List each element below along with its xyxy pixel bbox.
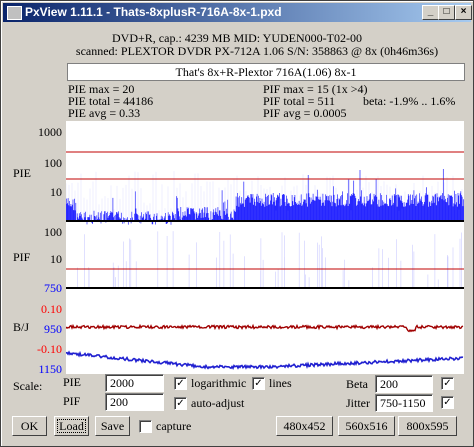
pif-avg: PIF avg = 0.0005	[263, 106, 347, 120]
beta-input[interactable]: 200	[375, 375, 433, 393]
minimize-button[interactable]: _	[422, 5, 439, 20]
size-480-button[interactable]: 480x452	[276, 416, 333, 436]
checkbox[interactable]: ✓	[441, 396, 454, 409]
checkbox[interactable]: ✓	[252, 377, 265, 390]
checkbox[interactable]: ✓	[174, 397, 187, 410]
size-800-button[interactable]: 800x595	[398, 416, 457, 436]
checkbox-label: capture	[156, 419, 192, 433]
pif-scale-input[interactable]: 200	[105, 393, 164, 411]
save-button[interactable]: Save	[95, 416, 130, 436]
jitter-label: Jitter	[346, 396, 370, 410]
checkbox[interactable]: ✓	[441, 377, 454, 390]
plot-background	[66, 121, 464, 374]
checkbox-label: lines	[269, 376, 292, 390]
checkbox[interactable]: ✓	[174, 377, 187, 390]
pie-scale-label: PIE	[63, 375, 81, 389]
checkbox[interactable]	[139, 420, 152, 433]
pif-max: PIF max = 15 (1x >4)	[263, 82, 368, 96]
checkbox-label: logarithmic	[191, 376, 247, 390]
y-tick-label: 100	[44, 225, 62, 239]
y-tick-label: 750	[44, 281, 62, 295]
drive-info: scanned: PLEXTOR DVDR PX-712A 1.06 S/N: …	[75, 44, 439, 58]
pie-faint-trace	[66, 171, 463, 221]
ok-button[interactable]: OK	[12, 416, 47, 436]
pif-trace	[77, 231, 462, 288]
close-button[interactable]: ×	[455, 5, 472, 20]
plot-area	[66, 121, 464, 374]
pie-trace	[66, 169, 464, 225]
jitter-trace	[66, 350, 464, 370]
app-icon	[7, 6, 22, 20]
y-tick-label: -0.10	[37, 342, 62, 356]
scale-label: Scale:	[13, 379, 43, 393]
bj-axis-label: B/J	[13, 320, 30, 334]
checkbox-label: auto-adjust	[191, 396, 245, 410]
pie-max: PIE max = 20	[68, 82, 135, 96]
maximize-button[interactable]: □	[438, 5, 455, 20]
pie-total: PIE total = 44186	[68, 94, 154, 108]
pif-total: PIF total = 511	[263, 94, 335, 108]
y-tick-label: 100	[44, 156, 62, 170]
beta-range: beta: -1.9% .. 1.6%	[363, 94, 456, 108]
beta-trace	[66, 323, 464, 333]
pie-avg: PIE avg = 0.33	[68, 106, 141, 120]
jitter-input[interactable]: 750-1150	[375, 394, 433, 412]
pif-scale-label: PIF	[63, 394, 81, 408]
title-bar: PxView 1.11.1 - Thats-8xplusR-716A-8x-1.…	[3, 3, 472, 22]
disc-label: That's 8x+R-Plextor 716A(1.06) 8x-1	[67, 63, 465, 81]
y-tick-label: 0.10	[41, 302, 62, 316]
y-tick-label: 950	[44, 322, 62, 336]
size-560-button[interactable]: 560x516	[338, 416, 395, 436]
pif-axis-label: PIF	[13, 250, 31, 264]
window-title: PxView 1.11.1 - Thats-8xplusR-716A-8x-1.…	[25, 5, 282, 19]
y-tick-label: 10	[50, 252, 62, 266]
y-tick-label: 1150	[38, 362, 62, 376]
pie-scale-input[interactable]: 2000	[105, 374, 164, 392]
disc-info: DVD+R, cap.: 4239 MB MID: YUDEN000-T02-0…	[112, 31, 362, 45]
y-tick-label: 10	[50, 185, 62, 199]
y-tick-label: 1000	[38, 125, 62, 139]
load-button[interactable]: Load	[54, 416, 89, 436]
pie-axis-label: PIE	[13, 166, 31, 180]
beta-label: Beta	[346, 377, 368, 391]
